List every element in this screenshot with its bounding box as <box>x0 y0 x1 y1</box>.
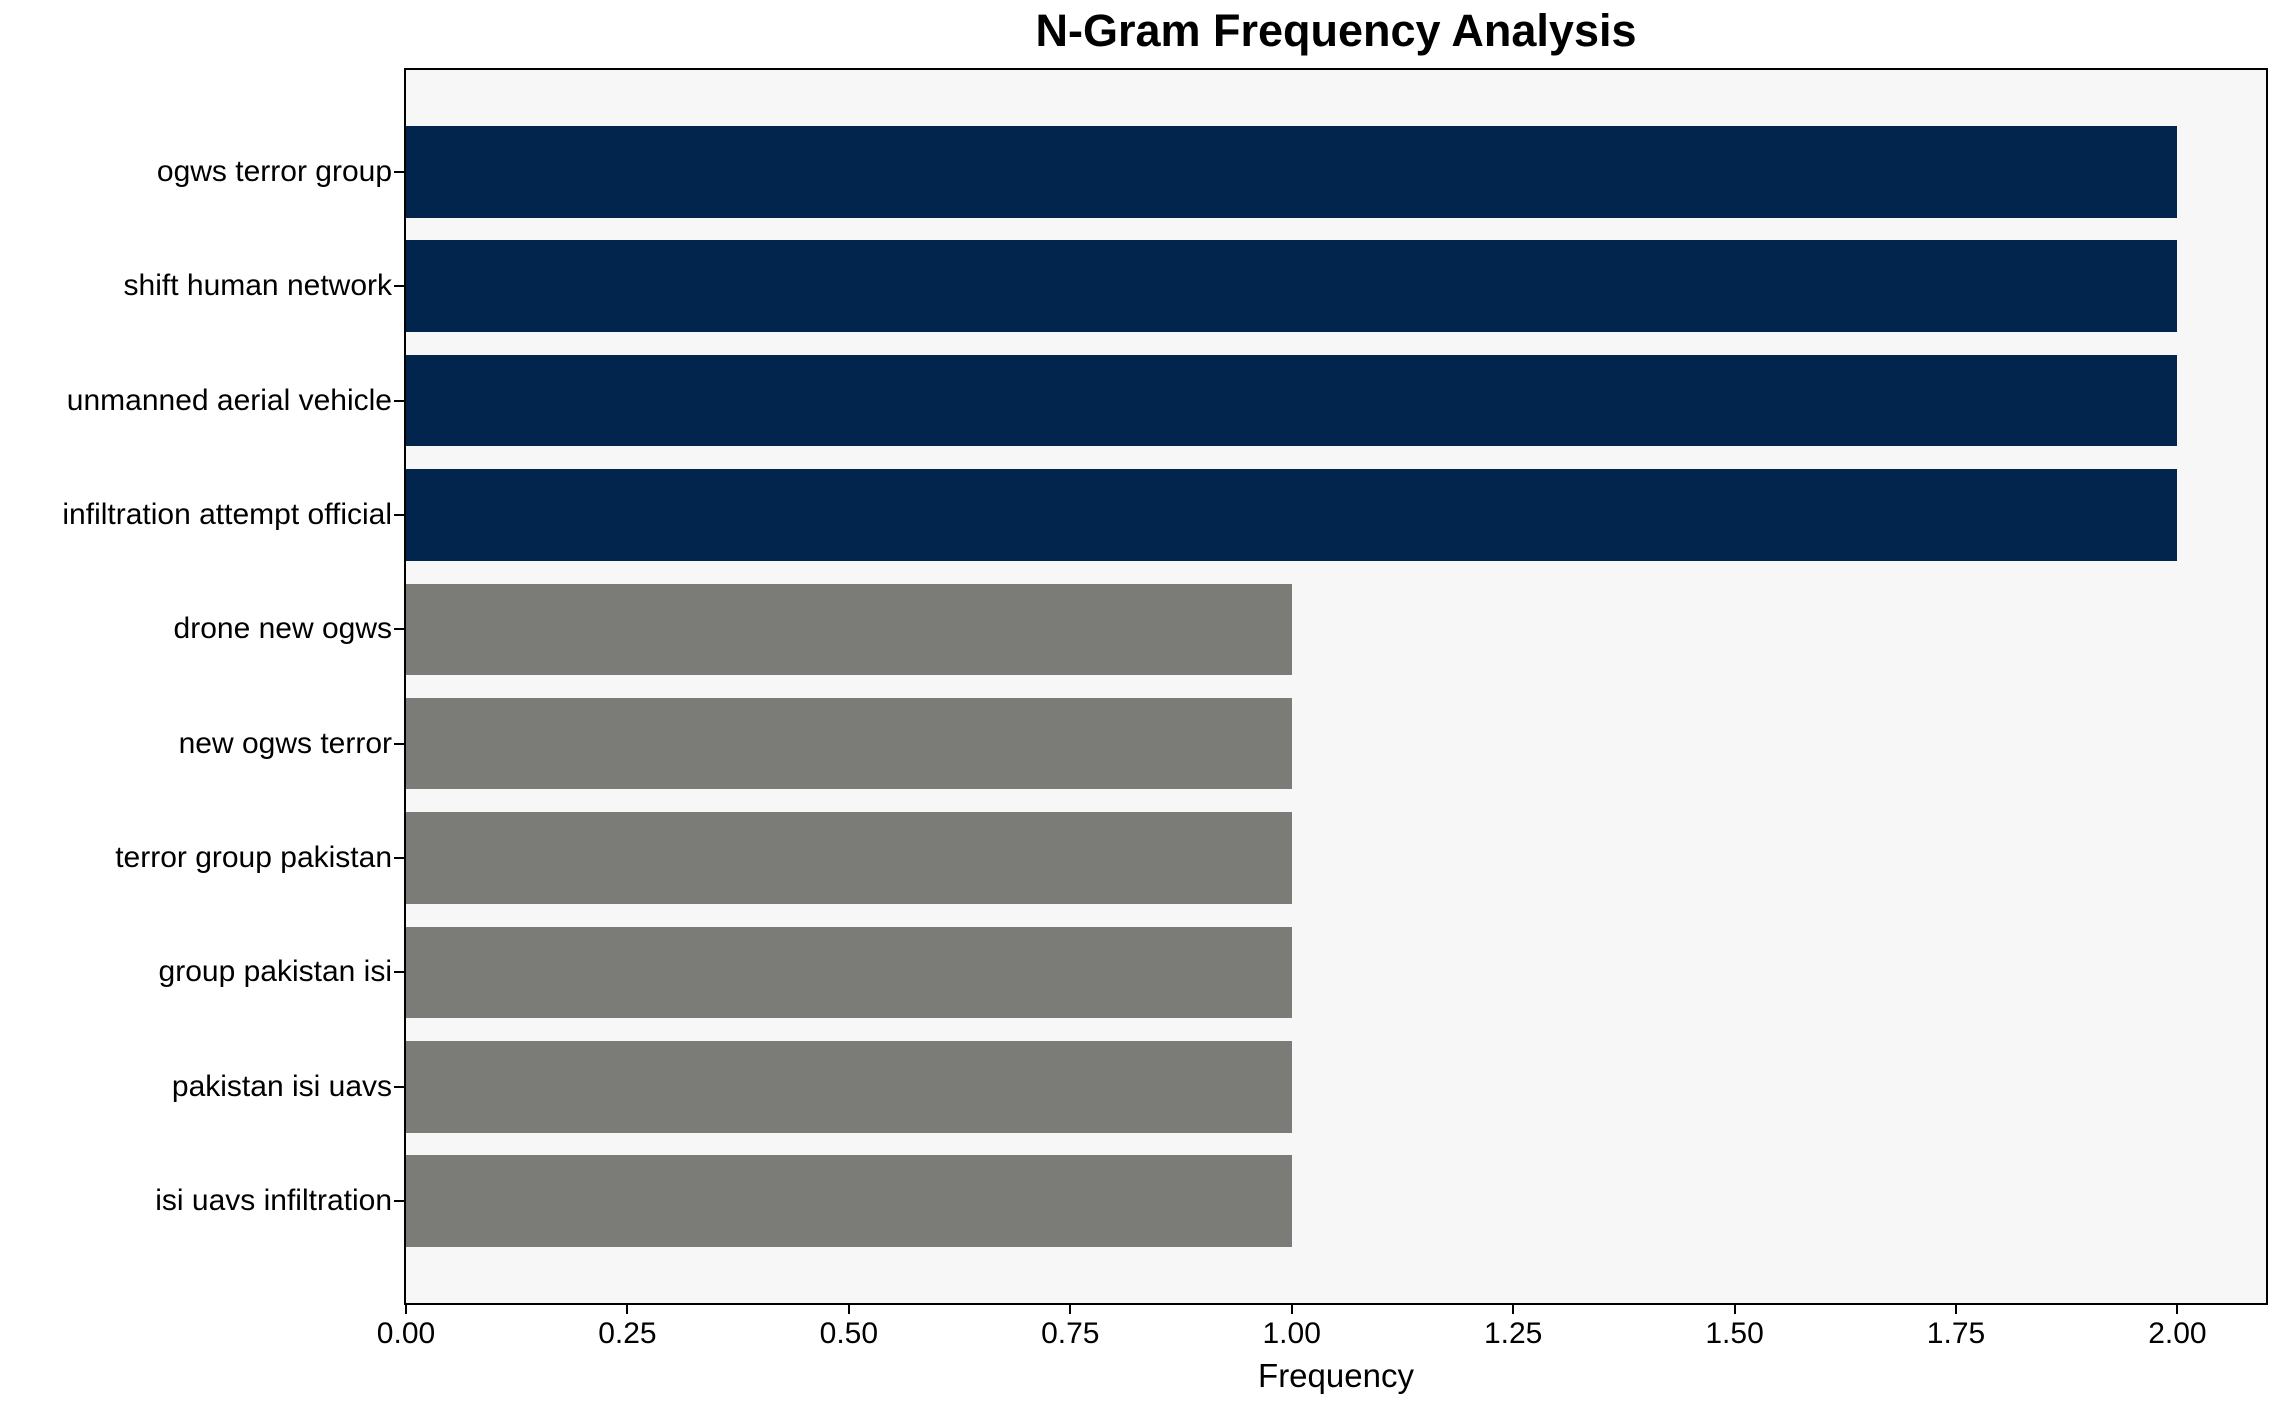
x-axis-label: Frequency <box>1258 1357 1414 1394</box>
bar-drone-new-ogws <box>406 583 1292 676</box>
bar-terror-group-pakistan <box>406 812 1292 904</box>
x-tick-label: 1.75 <box>1926 1317 1986 1350</box>
bar-isi-uavs-infiltration <box>406 1155 1292 1247</box>
bar-infiltration-attempt-official <box>406 469 2178 561</box>
x-tick-mark <box>1069 1305 1072 1314</box>
bar-new-ogws-terror <box>406 697 1292 790</box>
y-tick-label: new ogws terror <box>178 726 392 760</box>
y-tick-mark <box>394 399 405 402</box>
y-tick-mark <box>394 742 405 745</box>
y-tick-label: isi uavs infiltration <box>155 1184 392 1218</box>
y-tick-label: group pakistan isi <box>158 955 392 989</box>
x-tick-mark <box>1955 1305 1957 1314</box>
plot-area <box>404 68 2268 1305</box>
x-tick-mark <box>626 1305 629 1314</box>
x-tick-label: 1.25 <box>1483 1317 1543 1350</box>
y-tick-mark <box>394 628 405 631</box>
y-tick-mark <box>394 285 405 288</box>
y-tick-mark <box>394 170 405 173</box>
x-tick-label: 2.00 <box>2148 1317 2207 1350</box>
y-tick-label: ogws terror group <box>156 154 392 188</box>
x-tick-mark <box>1733 1305 1736 1314</box>
x-tick-mark <box>2176 1305 2179 1314</box>
bar-pakistan-isi-uavs <box>406 1041 1292 1133</box>
y-tick-mark <box>394 857 405 860</box>
y-tick-label: terror group pakistan <box>115 841 392 875</box>
x-tick-mark <box>847 1305 850 1314</box>
bar-shift-human-network <box>406 240 2178 332</box>
y-tick-label: shift human network <box>123 269 392 303</box>
x-tick-label: 1.50 <box>1705 1317 1764 1350</box>
x-tick-mark <box>1290 1305 1293 1314</box>
chart-title: N-Gram Frequency Analysis <box>1035 5 1637 56</box>
bar-group-pakistan-isi <box>406 926 1292 1019</box>
y-tick-mark <box>394 513 405 516</box>
y-tick-mark <box>394 1200 405 1203</box>
x-tick-label: 0.25 <box>598 1317 657 1350</box>
y-tick-label: infiltration attempt official <box>62 497 392 531</box>
y-tick-label: unmanned aerial vehicle <box>66 383 392 417</box>
x-tick-mark <box>405 1305 407 1314</box>
bar-ogws-terror-group <box>406 126 2178 218</box>
y-tick-label: pakistan isi uavs <box>171 1069 392 1103</box>
x-tick-label: 1.00 <box>1262 1317 1321 1350</box>
y-tick-mark <box>394 1085 405 1088</box>
x-tick-label: 0.75 <box>1041 1317 1100 1350</box>
x-tick-mark <box>1512 1305 1515 1314</box>
y-tick-label: drone new ogws <box>173 612 392 646</box>
x-tick-label: 0.50 <box>819 1317 879 1350</box>
x-tick-label: 0.00 <box>376 1317 436 1350</box>
y-tick-mark <box>394 971 405 974</box>
bar-unmanned-aerial-vehicle <box>406 354 2178 447</box>
